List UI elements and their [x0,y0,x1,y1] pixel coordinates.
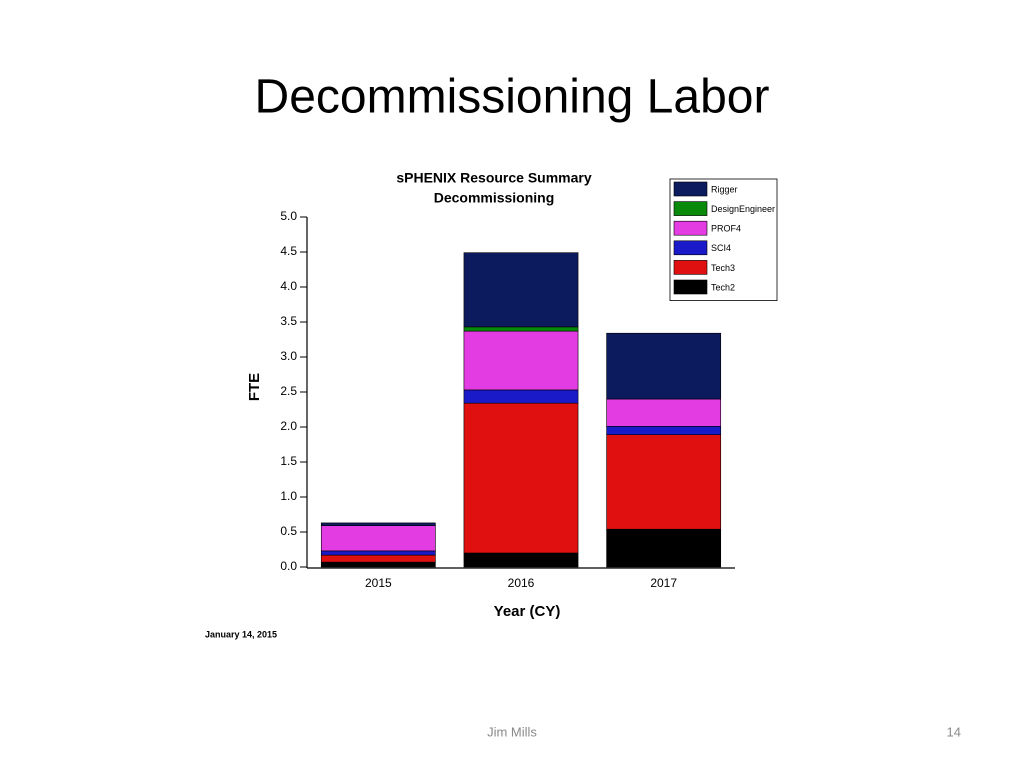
page-number: 14 [947,724,961,739]
bar-segment [463,389,579,404]
legend-label: SCI4 [711,243,731,253]
legend-swatch [673,279,708,295]
bar-segment [606,528,722,568]
legend-label: Tech2 [711,282,735,292]
bar-segment [320,522,436,527]
bar-segment [320,561,436,568]
y-tick-label: 2.0 [280,419,297,433]
y-tick-label: 4.0 [280,279,297,293]
footer: Jim Mills [487,724,537,739]
y-tick-label: 3.0 [280,349,297,363]
y-tick-label: 0.5 [280,524,297,538]
bar-segment [606,332,722,400]
slide-title: Decommissioning Labor [255,71,770,124]
chart-title: sPHENIX Resource Summary [396,170,592,186]
y-tick-label: 1.5 [280,454,297,468]
bar-segment [320,525,436,552]
y-axis-label: FTE [246,373,263,401]
y-tick-label: 0.0 [280,559,297,573]
x-axis-label: Year (CY) [494,603,561,620]
bar-segment [463,330,579,391]
bar-segment [463,326,579,332]
chart-subtitle: Decommissioning [434,190,555,206]
legend-swatch [673,260,708,275]
bar-segment [463,552,579,568]
legend-swatch [673,240,708,256]
bar-segment [320,554,436,563]
y-tick-label: 1.0 [280,489,297,503]
bar-segment [606,398,722,427]
legend-label: PROF4 [711,224,741,234]
legend-label: Tech3 [711,263,735,273]
bar-segment [463,402,579,554]
y-tick-label: 2.5 [280,384,297,398]
bar-segment [606,425,722,435]
legend-swatch [673,220,708,236]
x-tick-label: 2015 [365,576,392,590]
bar-segment [320,550,436,556]
legend-label: DesignEngineer [711,204,775,214]
y-tick-label: 3.5 [280,314,297,328]
y-tick-label: 5.0 [280,209,297,223]
y-tick-label: 4.5 [280,244,297,258]
x-tick-label: 2017 [650,576,677,590]
legend-swatch [673,181,708,197]
bar-segment [463,252,579,328]
x-tick-label: 2016 [508,576,535,590]
legend-label: Rigger [711,184,738,194]
bar-segment [606,434,722,530]
date-note: January 14, 2015 [205,629,277,639]
legend-swatch [673,201,708,216]
